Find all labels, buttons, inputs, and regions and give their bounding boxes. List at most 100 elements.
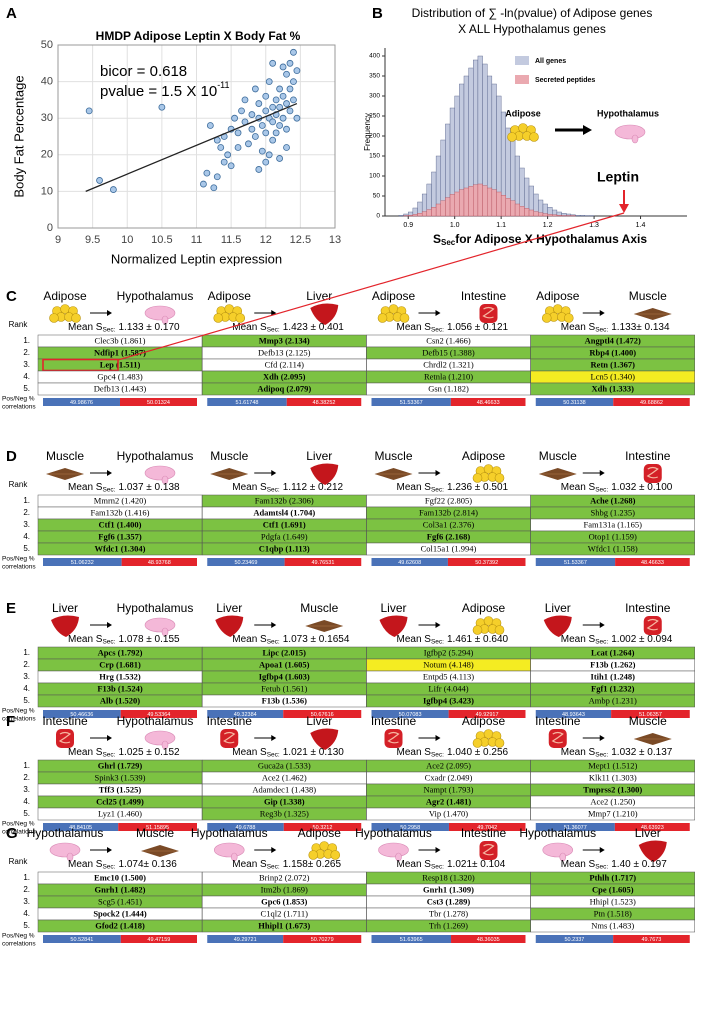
panel-label: C bbox=[6, 288, 17, 305]
mean-value: 1.037 ± 0.138 bbox=[118, 482, 180, 493]
gene-score: Hhipl1 (1.673) bbox=[258, 920, 310, 930]
annotation-arrowhead bbox=[619, 204, 629, 213]
annotation-text: bicor = 0.618 bbox=[100, 63, 187, 80]
y-axis-label: Body Fat Percentage bbox=[11, 75, 26, 197]
scatter-point bbox=[279, 63, 287, 71]
histogram-bar bbox=[449, 194, 455, 217]
tissue-to: Adipose bbox=[462, 449, 506, 463]
positive-value: 50.23469 bbox=[234, 560, 257, 566]
gene-score: Tff3 (1.525) bbox=[99, 784, 142, 794]
gene-score: Fam132b (1.416) bbox=[90, 507, 149, 517]
tissue-icon bbox=[141, 845, 179, 857]
histogram-bar bbox=[412, 214, 418, 217]
rank-label: 5. bbox=[23, 809, 30, 818]
tissue-icon bbox=[144, 465, 176, 485]
scatter-point bbox=[283, 70, 290, 78]
adipocyte bbox=[377, 313, 388, 323]
gene-score: Fgf6 (1.357) bbox=[98, 531, 142, 541]
negative-bar bbox=[447, 558, 526, 566]
direction-arrowhead bbox=[435, 470, 441, 476]
gene-score: Clec3b (1.861) bbox=[95, 335, 146, 345]
gene-score: Ctf1 (1.400) bbox=[99, 519, 142, 529]
mean-value: 1.073 ± 0.1654 bbox=[283, 634, 350, 645]
histogram-bar bbox=[538, 212, 544, 217]
mean-label: Mean S bbox=[232, 322, 267, 333]
mean-sub: Sec: bbox=[595, 863, 608, 870]
mean-sub: Sec: bbox=[102, 638, 115, 645]
histogram-bar bbox=[477, 183, 483, 217]
table-cell bbox=[530, 542, 695, 556]
gene-score: Hhipl (1.523) bbox=[590, 896, 636, 906]
negative-bar bbox=[450, 398, 526, 406]
direction-arrowhead bbox=[107, 735, 112, 741]
mean-score: Mean SSec: 1.025 ± 0.152 bbox=[68, 747, 180, 759]
gene-score: Guca2a (1.533) bbox=[258, 760, 311, 770]
tissue-to: Adipose bbox=[462, 601, 506, 615]
positive-value: 50.2337 bbox=[564, 937, 584, 943]
tissue-to: Adipose bbox=[462, 714, 506, 728]
intestine-fold bbox=[482, 306, 495, 319]
positive-bar bbox=[43, 558, 122, 566]
scatter-point bbox=[290, 48, 297, 56]
adipocyte bbox=[552, 304, 563, 314]
rank-header: Rank bbox=[9, 857, 29, 866]
gene-score: Ace2 (1.250) bbox=[590, 796, 635, 806]
mean-value: 1.461 ± 0.640 bbox=[447, 634, 509, 645]
mean-label: Mean S bbox=[561, 482, 596, 493]
tissue-to: Intestine bbox=[625, 449, 671, 463]
tissue-from: Adipose bbox=[43, 289, 87, 303]
negative-bar bbox=[283, 710, 362, 718]
positive-bar bbox=[207, 710, 284, 718]
gene-score: Nampt (1.793) bbox=[423, 784, 473, 794]
gene-score: Tmprss2 (1.300) bbox=[583, 784, 642, 794]
positive-value: 48.84105 bbox=[69, 825, 92, 831]
gene-score: Fgf1 (1.232) bbox=[591, 683, 635, 693]
histogram-bar bbox=[496, 191, 502, 217]
tissue-icon bbox=[633, 308, 672, 320]
tissue-from: Intestine bbox=[535, 714, 581, 728]
mean-score: Mean SSec: 1.133 ± 0.170 bbox=[68, 322, 180, 334]
scatter-point bbox=[258, 122, 266, 129]
histogram-bar bbox=[440, 200, 446, 217]
mean-value: 1.112 ± 0.212 bbox=[283, 482, 344, 493]
tissue-icon bbox=[46, 468, 84, 480]
rank-label: 1. bbox=[23, 336, 30, 345]
gene-score: Spink3 (1.539) bbox=[95, 772, 146, 782]
y-tick-label: 50 bbox=[373, 193, 381, 200]
gene-score: C1ql2 (1.711) bbox=[261, 908, 309, 918]
tissue-icon bbox=[56, 729, 74, 748]
tissue-from: Muscle bbox=[539, 449, 577, 463]
histogram-bar bbox=[417, 212, 423, 217]
tissue-icon bbox=[144, 305, 176, 325]
gene-score: Gnrh1 (1.309) bbox=[423, 884, 474, 894]
mean-sub: Sec: bbox=[102, 326, 115, 333]
histogram-bar bbox=[487, 187, 493, 217]
scatter-point bbox=[276, 155, 284, 162]
positive-value: 50.31138 bbox=[563, 400, 586, 406]
tissue-to: Hypothalamus bbox=[117, 449, 194, 463]
negative-value: 50.70279 bbox=[311, 937, 334, 943]
histogram-bar bbox=[435, 203, 441, 217]
gene-score: F13b (1.536) bbox=[262, 695, 308, 705]
rank-label: 2. bbox=[23, 773, 30, 782]
gene-score: Gnrh1 (1.482) bbox=[95, 884, 146, 894]
mean-value: 1.236 ± 0.501 bbox=[447, 482, 509, 493]
y-tick-label: 10 bbox=[41, 185, 53, 197]
tissue-icon bbox=[210, 468, 249, 480]
gene-score: Csn2 (1.466) bbox=[426, 335, 471, 345]
scatter-point bbox=[217, 144, 225, 151]
scatter-point bbox=[96, 177, 103, 184]
scatter-point bbox=[262, 129, 270, 137]
adipocyte bbox=[319, 841, 330, 851]
y-tick-label: 150 bbox=[369, 153, 380, 160]
positive-value: 49.62608 bbox=[398, 560, 421, 566]
scatter-point bbox=[234, 129, 242, 137]
x-tick-label: 1.0 bbox=[450, 222, 460, 229]
tissue-icon bbox=[220, 729, 239, 748]
scatter-point bbox=[279, 114, 287, 122]
brain bbox=[144, 305, 176, 321]
tissue-to: Intestine bbox=[461, 289, 507, 303]
direction-arrowhead bbox=[435, 622, 441, 628]
tissue-icon bbox=[305, 620, 344, 632]
gene-score: Ctf1 (1.691) bbox=[263, 519, 306, 529]
